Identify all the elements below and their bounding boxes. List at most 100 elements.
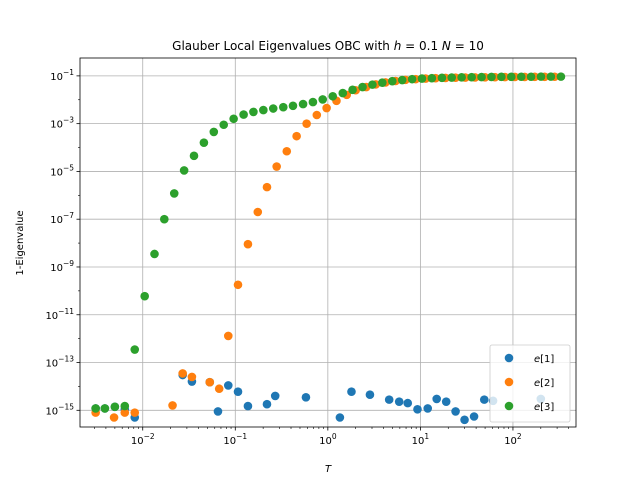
data-point — [335, 413, 345, 422]
y-tick-label: 10−11 — [45, 307, 74, 322]
data-point — [233, 387, 243, 397]
y-tick-label: 10−5 — [50, 163, 74, 178]
data-point — [536, 72, 546, 81]
data-point — [249, 107, 258, 117]
legend-label: e[2] — [534, 378, 554, 389]
y-axis-label: 1-Eigenvalue — [15, 210, 26, 275]
legend-marker — [504, 353, 514, 363]
data-point — [120, 408, 130, 417]
data-point — [278, 102, 288, 112]
data-point — [213, 407, 223, 416]
data-point — [140, 291, 149, 301]
data-point — [270, 391, 280, 401]
data-point — [130, 345, 140, 354]
data-point — [387, 76, 397, 86]
data-point — [219, 120, 229, 130]
data-point — [160, 214, 169, 224]
data-point — [368, 80, 377, 89]
data-point — [507, 72, 516, 82]
x-tick-label: 102 — [504, 432, 522, 447]
legend-box — [489, 344, 571, 423]
data-point — [120, 401, 130, 411]
data-point — [179, 166, 189, 175]
data-point — [397, 75, 407, 85]
data-point — [229, 114, 238, 124]
data-point — [243, 401, 253, 411]
data-point — [328, 91, 338, 101]
data-point — [209, 127, 219, 137]
data-point — [168, 401, 177, 410]
data-point — [312, 110, 322, 120]
data-point — [487, 72, 496, 82]
x-axis-label: T — [325, 464, 332, 475]
data-point — [384, 395, 394, 404]
legend: e[1] e[2] e[3] — [489, 344, 571, 423]
data-point — [432, 394, 441, 404]
data-point — [308, 97, 318, 107]
chart-title: Glauber Local Eigenvalues OBC with h = 0… — [172, 39, 484, 53]
data-point — [288, 101, 298, 111]
data-point — [447, 73, 457, 82]
data-point — [469, 412, 479, 421]
data-point — [298, 99, 308, 109]
data-point — [130, 408, 140, 417]
data-point — [427, 73, 437, 83]
x-tick-label: 10−2 — [131, 432, 155, 447]
legend-marker — [504, 401, 514, 411]
data-point — [407, 74, 417, 84]
data-point — [516, 72, 526, 82]
data-point — [378, 78, 387, 87]
data-point — [91, 404, 100, 413]
y-tick-label: 10−9 — [50, 259, 74, 274]
data-point — [243, 239, 253, 249]
data-point — [223, 331, 233, 341]
legend-label: e[3] — [534, 402, 554, 413]
data-point — [413, 405, 422, 414]
y-tick-label: 10−13 — [45, 355, 74, 370]
data-point — [338, 88, 348, 98]
data-point — [189, 151, 199, 161]
data-point — [460, 415, 469, 425]
data-point — [253, 207, 263, 217]
axis-ticks: 10−2 10−1 100 101 102 10−15 10−13 10−11 10−9 10−7… — [45, 68, 569, 447]
data-point — [394, 397, 404, 406]
data-point — [358, 82, 367, 92]
y-tick-label: 10−3 — [50, 116, 74, 131]
y-tick-label: 10−1 — [50, 68, 74, 83]
data-point — [187, 372, 197, 382]
data-point — [441, 397, 451, 406]
data-point — [262, 182, 272, 192]
legend-label: e[1] — [534, 354, 554, 365]
data-point — [365, 390, 375, 400]
x-tick-label: 100 — [319, 432, 337, 447]
data-point — [348, 85, 357, 95]
data-point — [423, 404, 433, 413]
y-tick-label: 10−15 — [45, 402, 74, 417]
data-point — [451, 407, 460, 416]
x-tick-label: 10−1 — [223, 432, 247, 447]
y-tick-label: 10−7 — [50, 211, 74, 226]
data-point — [318, 95, 328, 104]
data-point — [526, 72, 536, 82]
data-point — [268, 104, 278, 113]
data-point — [497, 72, 506, 82]
data-point — [479, 395, 489, 404]
data-point — [477, 72, 486, 82]
scatter-points — [91, 72, 566, 425]
data-point — [322, 103, 331, 113]
data-point — [556, 72, 566, 81]
data-point — [110, 402, 120, 412]
data-point — [347, 387, 356, 397]
data-point — [302, 119, 311, 128]
data-point — [417, 74, 427, 83]
data-point — [100, 404, 110, 413]
series-e3 — [91, 72, 566, 413]
data-point — [457, 73, 466, 82]
data-point — [262, 399, 272, 409]
data-point — [301, 393, 311, 402]
data-point — [272, 162, 281, 171]
legend-marker — [504, 377, 514, 387]
data-point — [150, 249, 159, 259]
data-point — [233, 280, 243, 290]
